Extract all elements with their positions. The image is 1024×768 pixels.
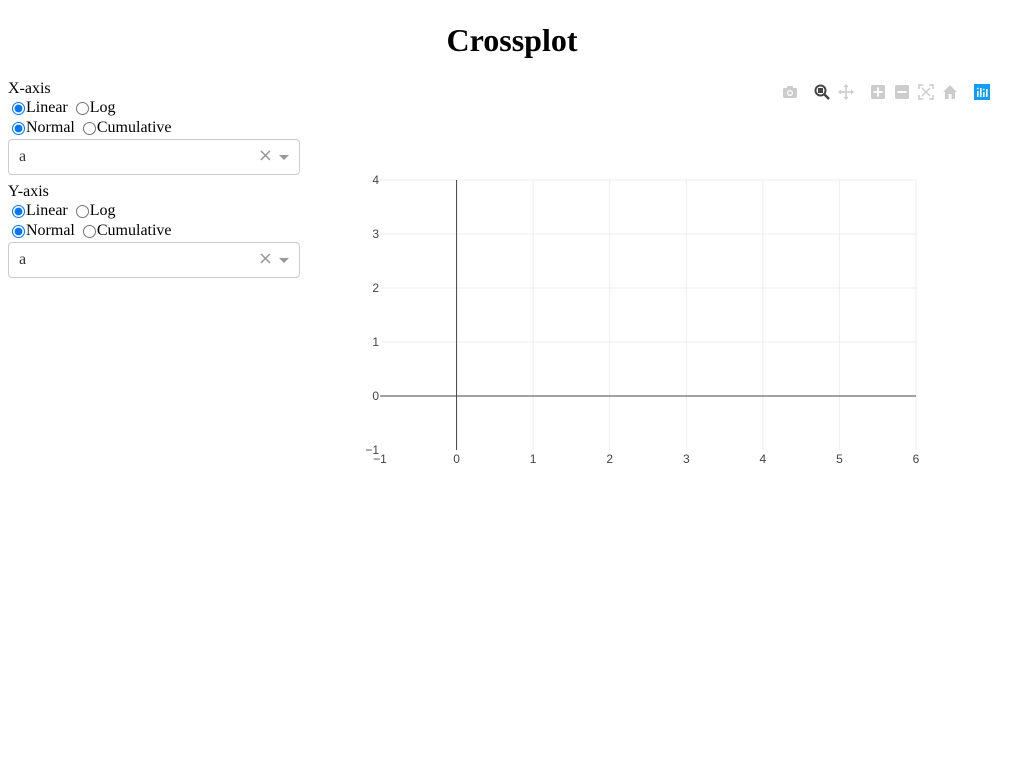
y-axis-chevron-down-icon[interactable] xyxy=(279,258,289,263)
zoom-out-icon xyxy=(895,85,909,99)
download-png-button[interactable] xyxy=(780,82,800,102)
x-axis-scale-linear-option[interactable]: Linear xyxy=(8,99,68,117)
home-icon xyxy=(943,85,957,99)
x-tick-label: 3 xyxy=(683,452,690,466)
x-axis-cumulative-radio[interactable] xyxy=(82,121,96,135)
zoom-in-button[interactable] xyxy=(868,82,888,102)
pan-button[interactable] xyxy=(836,82,856,102)
y-axis-column-dropdown[interactable]: a × xyxy=(8,242,300,278)
x-axis-scale-log-option[interactable]: Log xyxy=(72,99,116,117)
zoom-icon xyxy=(814,84,830,100)
y-tick-label: 0 xyxy=(372,389,379,403)
x-axis-linear-radio[interactable] xyxy=(12,101,25,115)
page-title: Crossplot xyxy=(446,22,578,58)
y-axis-cumulative-label: Cumulative xyxy=(96,222,172,239)
y-axis-normal-radio[interactable] xyxy=(12,224,25,238)
y-tick-label: 4 xyxy=(372,173,379,187)
plotly-logo-icon xyxy=(974,84,990,100)
x-axis-log-label: Log xyxy=(89,99,116,116)
x-axis-clear-icon[interactable]: × xyxy=(257,145,273,166)
y-axis-linear-radio[interactable] xyxy=(12,204,25,218)
x-axis-normal-label: Normal xyxy=(26,119,75,136)
zoom-out-button[interactable] xyxy=(892,82,912,102)
axis-controls-panel: X-axis Linear Log Normal Cumulative a × xyxy=(8,80,300,286)
y-tick-label: 3 xyxy=(372,227,379,241)
x-axis-mode-radio-group: Normal Cumulative xyxy=(8,118,300,138)
y-axis-normal-label: Normal xyxy=(26,222,75,239)
y-axis-mode-cumulative-option[interactable]: Cumulative xyxy=(79,222,172,240)
y-tick-label: 1 xyxy=(372,335,379,349)
x-axis-linear-label: Linear xyxy=(26,99,68,116)
x-axis-log-radio[interactable] xyxy=(75,101,89,115)
x-tick-label: 6 xyxy=(913,452,920,466)
x-axis-column-dropdown[interactable]: a × xyxy=(8,139,300,175)
y-axis-mode-normal-option[interactable]: Normal xyxy=(8,222,75,240)
y-axis-label: Y-axis xyxy=(8,183,49,200)
x-axis-label: X-axis xyxy=(8,80,51,97)
x-axis-selected-value: a xyxy=(19,148,27,165)
x-axis-chevron-down-icon[interactable] xyxy=(279,155,289,160)
y-tick-label: 2 xyxy=(372,281,379,295)
x-axis-mode-normal-option[interactable]: Normal xyxy=(8,119,75,137)
y-axis-log-radio[interactable] xyxy=(75,204,89,218)
y-axis-cumulative-radio[interactable] xyxy=(82,224,96,238)
x-tick-label: 0 xyxy=(453,452,460,466)
autoscale-icon xyxy=(918,84,934,100)
reset-axes-button[interactable] xyxy=(940,82,960,102)
camera-icon xyxy=(783,86,797,98)
y-tick-label: −1 xyxy=(365,443,379,457)
y-axis-log-label: Log xyxy=(89,202,116,219)
x-axis-cumulative-label: Cumulative xyxy=(96,119,172,136)
x-tick-label: 1 xyxy=(530,452,537,466)
x-tick-label: −1 xyxy=(373,452,387,466)
plot-modebar xyxy=(778,82,998,102)
y-axis-selected-value: a xyxy=(19,251,27,268)
plotly-logo-link[interactable] xyxy=(972,82,992,102)
x-axis-normal-radio[interactable] xyxy=(12,121,25,135)
x-tick-label: 4 xyxy=(760,452,767,466)
y-axis-scale-log-option[interactable]: Log xyxy=(72,202,116,220)
zoom-button[interactable] xyxy=(812,82,832,102)
y-axis-scale-radio-group: Linear Log xyxy=(8,201,300,221)
x-axis-scale-radio-group: Linear Log xyxy=(8,98,300,118)
y-axis-clear-icon[interactable]: × xyxy=(257,248,273,269)
pan-icon xyxy=(838,84,854,100)
y-axis-mode-radio-group: Normal Cumulative xyxy=(8,221,300,241)
autoscale-button[interactable] xyxy=(916,82,936,102)
x-tick-label: 2 xyxy=(606,452,613,466)
x-axis-mode-cumulative-option[interactable]: Cumulative xyxy=(79,119,172,137)
y-axis-scale-linear-option[interactable]: Linear xyxy=(8,202,68,220)
x-tick-label: 5 xyxy=(836,452,843,466)
y-axis-linear-label: Linear xyxy=(26,202,68,219)
zoom-in-icon xyxy=(871,85,885,99)
